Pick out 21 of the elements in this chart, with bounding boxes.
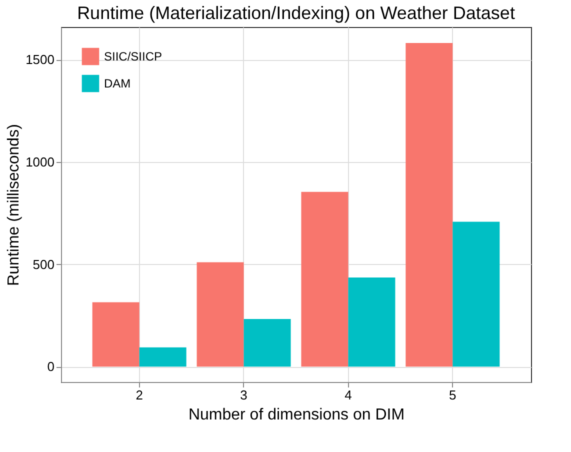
bar [196,262,244,367]
bar [348,277,396,367]
y-tick-label: 500 [32,256,54,272]
x-tick-label: 4 [344,388,352,402]
bar [139,347,186,367]
x-tick-label: 3 [240,388,248,402]
x-axis-title: Number of dimensions on DIM [188,406,405,424]
bar [244,318,291,367]
x-tick-label: 5 [449,388,456,402]
legend-label: DAM [104,76,131,90]
y-tick-label: 1500 [26,52,54,68]
y-axis-title: Runtime (milliseconds) [6,124,23,286]
x-tick-label: 2 [136,388,143,402]
bar [406,42,453,367]
y-tick-label: 1000 [26,154,54,170]
bar [452,222,500,367]
legend-label: SIIC/SIICP [104,50,162,64]
y-tick-label: 0 [47,359,54,374]
chart-title: Runtime (Materialization/Indexing) on Weather Dataset [77,3,515,23]
bar [92,302,140,367]
bar [301,192,348,367]
